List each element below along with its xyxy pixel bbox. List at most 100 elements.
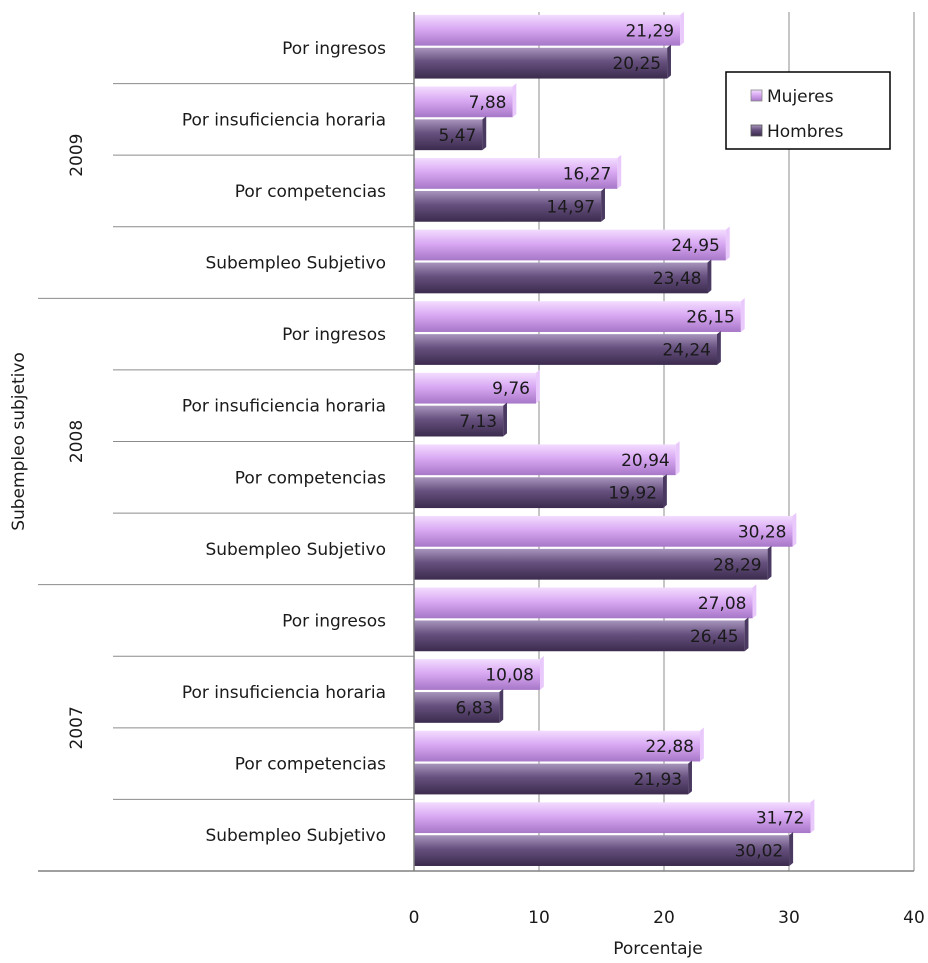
- legend-label-mujeres: Mujeres: [767, 87, 834, 107]
- value-label-hombres: 24,24: [662, 341, 711, 361]
- value-label-hombres: 20,25: [612, 54, 661, 74]
- bar-hombres: [414, 477, 663, 509]
- bar-hombres: [414, 334, 717, 365]
- group-label-2008: 2008: [67, 420, 87, 463]
- bar-hombres: [414, 405, 504, 437]
- x-tick-label: 0: [409, 908, 420, 928]
- value-label-hombres: 14,97: [546, 197, 595, 217]
- bar-end-mujeres: [792, 512, 797, 547]
- category-labels: Por ingresos Por insuficiencia horaria Por…: [67, 39, 386, 846]
- bar-mujeres: [414, 158, 618, 189]
- bar-end-mujeres: [740, 298, 745, 332]
- value-label-hombres: 5,47: [439, 126, 477, 146]
- legend-swatch-mujeres: [750, 89, 763, 102]
- category-label: Por competencias: [235, 182, 386, 202]
- legend-swatch-hombres: [750, 124, 763, 137]
- bar-end-mujeres: [512, 83, 517, 118]
- value-label-hombres: 28,29: [713, 555, 762, 575]
- bar-mujeres: [414, 515, 793, 547]
- legend-label-hombres: Hombres: [767, 122, 844, 142]
- value-label-hombres: 30,02: [735, 842, 784, 862]
- x-tick-label: 30: [778, 908, 800, 928]
- bar-mujeres: [414, 301, 741, 332]
- category-label: Por ingresos: [282, 325, 386, 345]
- bar-hombres: [414, 692, 500, 723]
- gridlines: [38, 12, 915, 871]
- value-label-mujeres: 7,88: [469, 93, 507, 113]
- value-label-mujeres: 21,29: [625, 21, 674, 41]
- bar-end-hombres: [744, 617, 749, 652]
- value-label-mujeres: 9,76: [492, 379, 530, 399]
- bar-mujeres: [414, 229, 726, 261]
- bar-end-mujeres: [540, 655, 544, 690]
- bar-hombres: [414, 47, 668, 79]
- bar-hombres: [414, 548, 768, 580]
- value-label-hombres: 26,45: [690, 627, 739, 647]
- x-axis-title: Porcentaje: [613, 939, 703, 959]
- value-label-hombres: 6,83: [456, 698, 494, 718]
- category-label: Por ingresos: [282, 611, 386, 631]
- bar-end-mujeres: [725, 226, 730, 261]
- legend: Mujeres Hombres: [725, 71, 891, 150]
- category-label: Subempleo Subjetivo: [205, 826, 386, 846]
- value-label-mujeres: 24,95: [671, 236, 720, 256]
- y-axis-title: Subempleo subjetivo: [9, 352, 29, 531]
- bar-end-mujeres: [680, 11, 684, 46]
- value-label-hombres: 23,48: [653, 269, 702, 289]
- category-label: Por competencias: [235, 755, 386, 775]
- bar-mujeres: [414, 730, 700, 762]
- value-label-hombres: 7,13: [459, 412, 497, 432]
- bar-end-hombres: [482, 116, 487, 151]
- category-label: Por insuficiencia horaria: [182, 397, 386, 417]
- category-label: Por competencias: [235, 468, 386, 488]
- value-label-mujeres: 27,08: [698, 594, 747, 614]
- bar-mujeres: [414, 372, 536, 404]
- bar-end-hombres: [767, 545, 772, 580]
- category-label: Por insuficiencia horaria: [182, 110, 386, 130]
- group-label-2007: 2007: [67, 706, 87, 749]
- bar-end-mujeres: [752, 584, 757, 619]
- value-labels: 21,29 20,25 7,88 5,47 16,27 14,97 24,95 23,48 26…: [439, 21, 805, 861]
- bar-end-hombres: [667, 44, 671, 79]
- bar-mujeres: [414, 659, 540, 690]
- value-label-mujeres: 16,27: [563, 164, 612, 184]
- category-label: Subempleo Subjetivo: [205, 540, 386, 560]
- bar-end-hombres: [601, 187, 605, 222]
- bar-end-mujeres: [700, 727, 704, 762]
- bar-end-hombres: [499, 688, 504, 723]
- value-label-mujeres: 20,94: [621, 451, 670, 471]
- value-label-mujeres: 22,88: [645, 737, 694, 757]
- category-label: Por ingresos: [282, 39, 386, 59]
- axes: [38, 12, 914, 872]
- bar-mujeres: [414, 14, 681, 46]
- value-label-mujeres: 10,08: [485, 666, 534, 686]
- bar-hombres: [414, 763, 689, 795]
- bar-end-hombres: [688, 760, 692, 795]
- bar-mujeres: [414, 587, 753, 619]
- group-label-2009: 2009: [67, 134, 87, 177]
- value-label-hombres: 19,92: [608, 484, 657, 504]
- bar-end-hombres: [789, 832, 794, 866]
- value-label-hombres: 21,93: [633, 770, 682, 790]
- bar-end-mujeres: [536, 369, 540, 404]
- bar-end-hombres: [707, 259, 712, 294]
- bar-hombres: [414, 119, 483, 151]
- bar-end-mujeres: [675, 441, 680, 476]
- x-tick-label: 40: [903, 908, 925, 928]
- bar-hombres: [414, 190, 602, 222]
- bar-mujeres: [414, 86, 513, 118]
- bars: [414, 11, 815, 866]
- bar-end-hombres: [503, 402, 507, 437]
- bar-mujeres: [414, 802, 811, 834]
- bar-mujeres: [414, 444, 676, 476]
- x-tick-label: 10: [528, 908, 550, 928]
- bar-hombres: [414, 620, 745, 652]
- value-label-mujeres: 31,72: [756, 809, 805, 829]
- bar-end-mujeres: [810, 799, 815, 834]
- category-label: Subempleo Subjetivo: [205, 254, 386, 274]
- bar-hombres: [414, 835, 790, 866]
- x-tick-labels: 0 10 20 30 40: [409, 908, 925, 928]
- bar-hombres: [414, 262, 708, 294]
- bar-end-hombres: [717, 330, 721, 365]
